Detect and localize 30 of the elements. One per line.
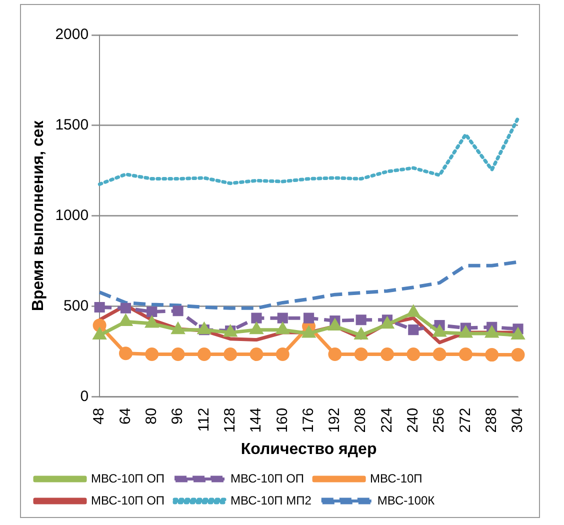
x-tick-label: 96	[169, 408, 186, 424]
x-tick-label: 272	[456, 408, 474, 433]
legend-label: МВС-10П	[370, 471, 422, 486]
legend-label: МВС-10П ОП	[230, 471, 304, 486]
y-tick-label: 500	[64, 297, 89, 314]
x-tick-label: 144	[248, 408, 265, 433]
legend-label: МВС-100К	[377, 493, 435, 508]
y-tick-label: 1500	[55, 116, 89, 134]
y-tick-label: 2000	[55, 26, 89, 44]
x-tick-label: 224	[378, 408, 396, 433]
x-tick-label: 64	[116, 408, 134, 424]
x-tick-label: 288	[482, 408, 500, 433]
x-tick-label: 112	[195, 408, 212, 432]
legend-label: МВС-10П ОП	[91, 471, 165, 486]
x-tick-label: 160	[274, 408, 291, 433]
x-tick-label: 304	[509, 408, 526, 433]
x-tick-label: 240	[404, 408, 422, 433]
x-tick-label: 80	[143, 408, 160, 424]
x-tick-label: 256	[430, 408, 448, 433]
y-tick-label: 0	[80, 388, 89, 405]
x-axis-title: Количество ядер	[240, 440, 377, 458]
x-tick-label: 192	[326, 408, 344, 433]
legend-label: МВС-10П ОП	[91, 493, 165, 508]
x-tick-label: 176	[300, 408, 317, 433]
x-tick-label: 208	[352, 408, 370, 433]
y-axis-title: Время выполнения, сек	[30, 120, 48, 312]
y-tick-label: 1000	[55, 207, 89, 224]
x-tick-label: 48	[90, 408, 108, 424]
legend-label: МВС-10П МП2	[230, 493, 312, 508]
x-tick-label: 128	[221, 408, 238, 433]
